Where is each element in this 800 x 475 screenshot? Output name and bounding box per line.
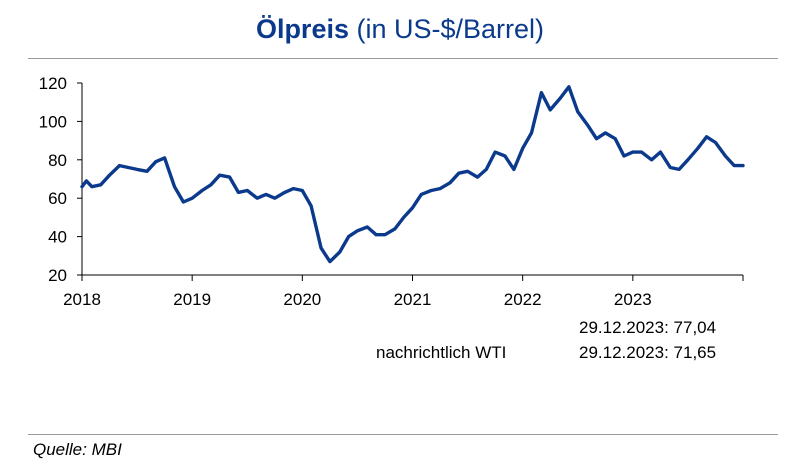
chart-title: Ölpreis (in US-$/Barrel) xyxy=(0,14,800,45)
wti-note-label: nachrichtlich WTI xyxy=(376,343,507,362)
y-tick-label-80: 80 xyxy=(48,151,67,170)
x-tick-label-2018: 2018 xyxy=(63,290,101,309)
x-tick-label-2023: 2023 xyxy=(614,290,652,309)
top-divider xyxy=(28,58,778,59)
bottom-divider xyxy=(28,434,778,435)
x-tick-label-2021: 2021 xyxy=(394,290,432,309)
x-tick-label-2022: 2022 xyxy=(504,290,542,309)
y-tick-label-120: 120 xyxy=(39,74,67,93)
y-tick-label-40: 40 xyxy=(48,228,67,247)
y-tick-label-20: 20 xyxy=(48,266,67,285)
chart-title-main: Ölpreis xyxy=(255,14,349,44)
series-line-0 xyxy=(80,85,745,264)
source-note: Quelle: MBI xyxy=(33,440,122,459)
y-tick-label-100: 100 xyxy=(39,112,67,131)
x-tick-label-2020: 2020 xyxy=(283,290,321,309)
x-tick-label-2019: 2019 xyxy=(173,290,211,309)
y-tick-label-60: 60 xyxy=(48,189,67,208)
brent-latest-value: 29.12.2023: 77,04 xyxy=(579,318,717,337)
wti-latest-value: 29.12.2023: 71,65 xyxy=(579,343,717,362)
chart-title-unit: (in US-$/Barrel) xyxy=(356,14,545,44)
